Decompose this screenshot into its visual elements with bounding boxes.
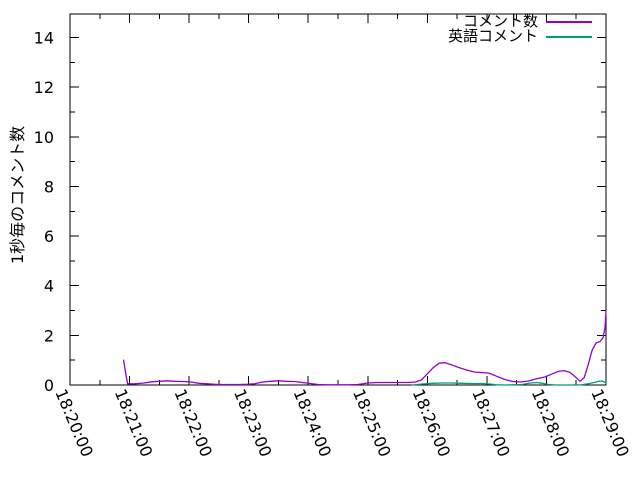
x-tick-label: 18:29:00 [587,386,633,460]
x-tick-label: 18:24:00 [290,386,336,460]
legend-item-english-comments: 英語コメント [448,29,592,44]
x-tick-label: 18:21:00 [111,386,157,460]
y-tick-label: 4 [44,277,54,296]
legend-line-sample-comments [546,20,592,23]
y-tick-label: 12 [34,78,54,97]
y-tick-label: 2 [44,326,54,345]
series-line-1 [411,380,607,386]
x-tick-label: 18:23:00 [230,386,276,460]
x-tick-label: 18:26:00 [409,386,455,460]
legend-label-comments: コメント数 [462,12,538,30]
legend: コメント数 英語コメント [448,14,592,44]
x-tick-label: 18:20:00 [51,386,97,460]
x-tick-label: 18:25:00 [349,386,395,460]
y-tick-label: 0 [44,376,54,395]
x-tick-label: 18:22:00 [170,386,216,460]
legend-label-english-comments: 英語コメント [447,27,538,45]
y-tick-label: 10 [34,128,54,147]
x-tick-label: 18:28:00 [528,386,574,460]
legend-item-comments: コメント数 [448,14,592,29]
y-tick-label: 8 [44,177,54,196]
x-tick-label: 18:27:00 [468,386,514,460]
y-tick-label: 6 [44,227,54,246]
y-axis-label: 1秒毎のコメント数 [8,125,27,264]
legend-line-sample-english-comments [546,35,592,38]
plot-border [69,13,607,386]
y-tick-label: 14 [34,29,54,48]
series-line-0 [122,309,607,386]
